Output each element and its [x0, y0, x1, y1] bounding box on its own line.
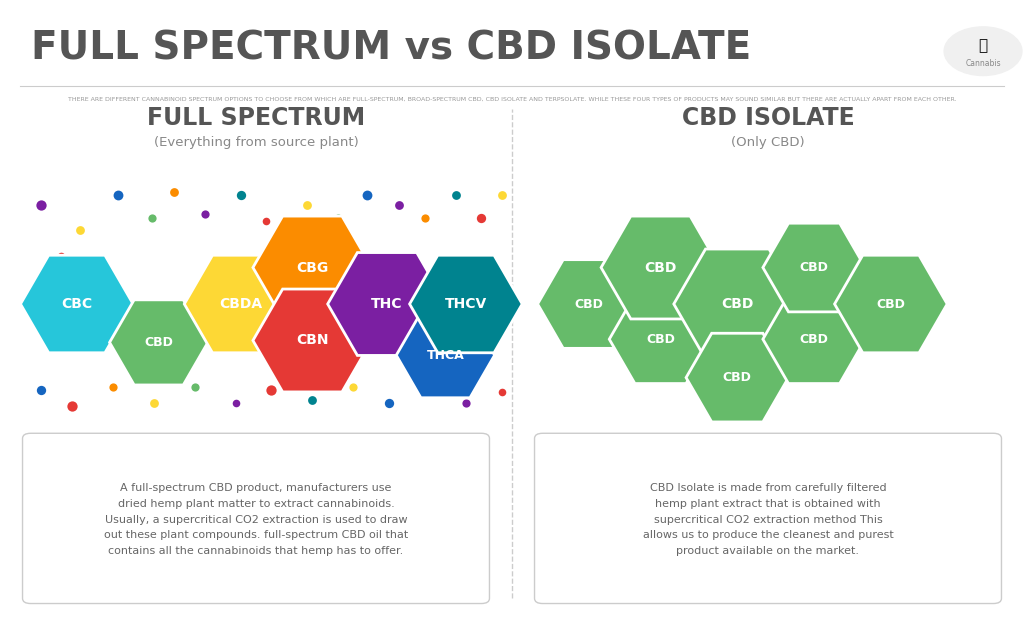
Text: THC: THC — [372, 297, 402, 311]
Text: THCA: THCA — [427, 349, 464, 362]
Point — [33, 385, 49, 396]
Text: A full-spectrum CBD product, manufacturers use
dried hemp plant matter to extrac: A full-spectrum CBD product, manufacture… — [103, 483, 409, 556]
Point — [381, 398, 397, 408]
Polygon shape — [674, 249, 801, 359]
Polygon shape — [253, 216, 372, 319]
Polygon shape — [835, 255, 947, 353]
Text: CBD: CBD — [721, 297, 754, 311]
Point — [417, 212, 433, 223]
Text: CBD: CBD — [800, 261, 828, 274]
Point — [494, 387, 510, 397]
Point — [143, 212, 160, 223]
Point — [258, 216, 274, 226]
Point — [458, 398, 474, 408]
Point — [358, 190, 375, 200]
Text: Cannabis: Cannabis — [966, 60, 1000, 68]
Point — [33, 200, 49, 210]
Polygon shape — [253, 289, 372, 392]
Point — [447, 190, 464, 200]
Polygon shape — [20, 255, 133, 353]
Text: 🌿: 🌿 — [979, 38, 987, 54]
Point — [145, 398, 162, 408]
Polygon shape — [609, 295, 712, 383]
Polygon shape — [110, 300, 208, 385]
Point — [227, 398, 244, 408]
Point — [72, 225, 88, 236]
Polygon shape — [686, 333, 788, 422]
Point — [304, 395, 321, 405]
Text: CBN: CBN — [296, 333, 329, 348]
Polygon shape — [538, 260, 640, 348]
Polygon shape — [184, 255, 297, 353]
Polygon shape — [763, 295, 865, 383]
Point — [110, 190, 126, 200]
Point — [330, 212, 346, 223]
Text: CBD: CBD — [877, 298, 905, 310]
Text: THERE ARE DIFFERENT CANNABINOID SPECTRUM OPTIONS TO CHOOSE FROM WHICH ARE FULL-S: THERE ARE DIFFERENT CANNABINOID SPECTRUM… — [68, 97, 956, 102]
Point — [186, 382, 203, 392]
Point — [63, 401, 80, 412]
Point — [53, 251, 70, 261]
Text: CBC: CBC — [61, 297, 92, 311]
Text: CBD: CBD — [644, 260, 677, 275]
Point — [104, 382, 121, 392]
Text: THCV: THCV — [444, 297, 487, 311]
Text: (Only CBD): (Only CBD) — [731, 136, 805, 148]
FancyBboxPatch shape — [535, 433, 1001, 604]
Point — [417, 385, 433, 396]
Text: FULL SPECTRUM vs CBD ISOLATE: FULL SPECTRUM vs CBD ISOLATE — [31, 29, 751, 67]
Polygon shape — [763, 223, 865, 312]
Polygon shape — [410, 255, 522, 353]
Text: CBD: CBD — [800, 333, 828, 346]
Point — [345, 382, 361, 392]
Text: FULL SPECTRUM: FULL SPECTRUM — [146, 106, 366, 131]
Circle shape — [944, 27, 1022, 76]
Point — [494, 190, 510, 200]
Text: CBD Isolate is made from carefully filtered
hemp plant extract that is obtained : CBD Isolate is made from carefully filte… — [643, 483, 893, 556]
Point — [299, 200, 315, 210]
Text: CBD: CBD — [723, 371, 752, 384]
FancyBboxPatch shape — [23, 433, 489, 604]
Text: CBD: CBD — [144, 336, 173, 349]
Text: CBD ISOLATE: CBD ISOLATE — [682, 106, 854, 131]
Point — [473, 212, 489, 223]
Text: CBD: CBD — [574, 298, 603, 310]
Text: CBDA: CBDA — [219, 297, 262, 311]
Point — [197, 209, 213, 220]
Point — [232, 190, 249, 200]
Text: CBG: CBG — [296, 260, 329, 275]
Text: (Everything from source plant): (Everything from source plant) — [154, 136, 358, 148]
Point — [263, 385, 280, 396]
Text: CBD: CBD — [646, 333, 675, 346]
Polygon shape — [601, 216, 720, 319]
Polygon shape — [396, 312, 495, 398]
Polygon shape — [328, 253, 446, 355]
Point — [166, 187, 182, 197]
Point — [391, 200, 408, 210]
